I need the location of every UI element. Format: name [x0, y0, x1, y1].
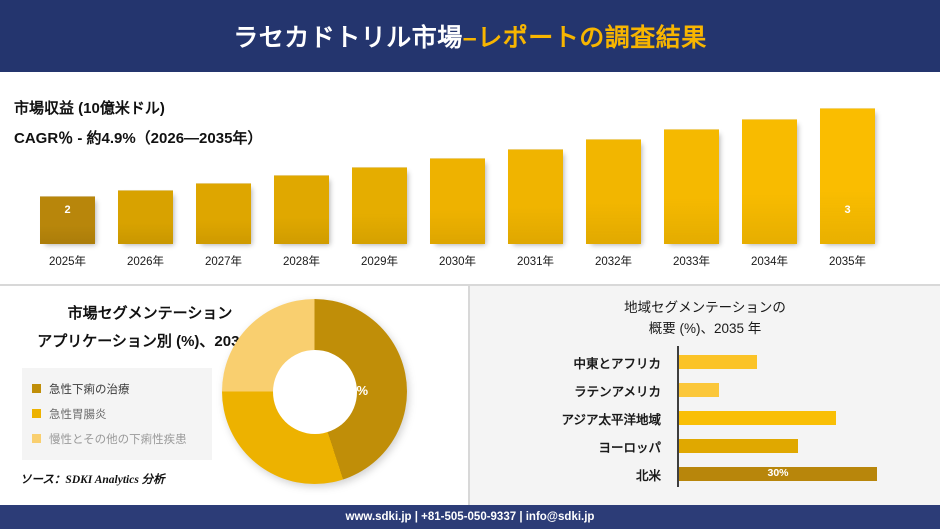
legend-swatch-icon	[32, 409, 41, 418]
bar-rect: 2	[40, 196, 95, 244]
regional-axis-line	[677, 346, 679, 487]
revenue-bar-2035: 3 2035年	[820, 108, 875, 268]
region-bar-rect	[679, 411, 836, 425]
bar-data-label: 2	[64, 204, 71, 216]
bar-category-label: 2025年	[48, 256, 87, 268]
region-label: アジア太平洋地域	[561, 412, 661, 427]
bar-category-label: 2030年	[438, 256, 477, 268]
revenue-axis-label: 市場収益 (10億米ドル)	[14, 100, 165, 117]
revenue-bar-2033: 2033年	[664, 129, 719, 268]
source-note: ソース：SDKI Analytics 分析	[20, 474, 165, 486]
page-title-accent: –レポートの調査結果	[462, 24, 707, 52]
revenue-bar-chart-panel: 市場収益 (10億米ドル) CAGR％ - 約4.9%（2026―2035年） …	[0, 72, 940, 284]
region-bar-track	[670, 432, 940, 460]
footer-contact: www.sdki.jp | +81-505-050-9337 | info@sd…	[345, 511, 595, 523]
donut-chart: 45%	[222, 299, 407, 484]
region-bar-track	[670, 404, 940, 432]
bar-rect	[430, 158, 485, 244]
legend-swatch-icon	[32, 434, 41, 443]
bar-rect	[118, 189, 173, 244]
bar-rect	[586, 139, 641, 244]
region-label: ラテンアメリカ	[574, 384, 661, 399]
donut-legend: 急性下痢の治療 急性胃腸炎慢性とその他の下痢性疾患	[22, 368, 212, 460]
revenue-bar-2030: 2030年	[430, 158, 485, 268]
region-label: 中東とアフリカ	[573, 356, 661, 371]
page-title: ラセカドトリル市場–レポートの調査結果	[233, 18, 706, 54]
bar-rect	[742, 119, 797, 244]
bar-data-label: 3	[844, 204, 851, 216]
application-segmentation-title: 市場セグメンテーション アプリケーション別 (%)、2035年	[0, 300, 300, 356]
region-row-0: 中東とアフリカ	[470, 348, 940, 376]
bar-category-label: 2031年	[516, 256, 555, 268]
regional-bars-container: 中東とアフリカ ラテンアメリカアジア太平洋地域ヨーロッパ北米 30%	[470, 346, 940, 494]
application-segmentation-panel: 市場セグメンテーション アプリケーション別 (%)、2035年 急性下痢の治療急…	[0, 286, 468, 505]
application-title-line2: アプリケーション別 (%)、2035年	[37, 333, 263, 350]
region-row-1: ラテンアメリカ	[470, 376, 940, 404]
application-title-line1: 市場セグメンテーション	[67, 305, 233, 322]
slide-header: ラセカドトリル市場–レポートの調査結果	[0, 0, 940, 72]
cagr-label: CAGR％ - 約4.9%（2026―2035年）	[14, 130, 263, 147]
revenue-bar-2027: 2027年	[196, 182, 251, 268]
revenue-bar-2026: 2026年	[118, 189, 173, 268]
legend-label: 急性胃腸炎	[49, 408, 107, 421]
bar-category-label: 2032年	[594, 256, 633, 268]
revenue-bar-2025: 2 2025年	[40, 196, 95, 268]
bar-rect	[274, 174, 329, 244]
revenue-bar-2032: 2032年	[586, 139, 641, 268]
bar-category-label: 2033年	[672, 256, 711, 268]
donut-hole	[272, 349, 357, 434]
legend-item: 急性胃腸炎	[32, 401, 202, 426]
page-title-main: ラセカドトリル市場	[233, 24, 463, 52]
revenue-bar-2029: 2029年	[352, 166, 407, 268]
donut-value-label: 45%	[342, 383, 369, 398]
legend-label: 慢性とその他の下痢性疾患	[49, 433, 187, 446]
region-bar-rect	[679, 383, 719, 397]
bar-category-label: 2034年	[750, 256, 789, 268]
legend-item: 急性下痢の治療	[32, 376, 202, 401]
revenue-bar-2034: 2034年	[742, 119, 797, 268]
regional-segmentation-title: 地域セグメンテーションの 概要 (%)、2035 年	[470, 297, 940, 339]
bar-category-label: 2035年	[828, 256, 867, 268]
region-row-2: アジア太平洋地域	[470, 404, 940, 432]
regional-title-line2: 概要 (%)、2035 年	[648, 321, 762, 336]
revenue-bar-2028: 2028年	[274, 174, 329, 268]
regional-title-line1: 地域セグメンテーションの	[624, 300, 786, 315]
legend-label: 急性下痢の治療	[49, 383, 130, 396]
bar-category-label: 2027年	[204, 256, 243, 268]
region-bar-track: 30%	[670, 460, 940, 488]
revenue-bar-2031: 2031年	[508, 149, 563, 268]
region-row-4: 北米 30%	[470, 460, 940, 488]
region-bar-rect	[679, 355, 757, 369]
bar-rect: 3	[820, 108, 875, 244]
bar-category-label: 2029年	[360, 256, 399, 268]
bar-category-label: 2028年	[282, 256, 321, 268]
legend-item: 慢性とその他の下痢性疾患	[32, 426, 202, 451]
region-bar-track	[670, 348, 940, 376]
legend-swatch-icon	[32, 384, 41, 393]
region-bar-rect	[679, 439, 798, 453]
region-bar-rect: 30%	[679, 467, 877, 481]
region-bar-track	[670, 376, 940, 404]
bar-rect	[664, 129, 719, 244]
bar-rect	[508, 149, 563, 244]
panel-divider-vertical	[468, 286, 470, 505]
bar-rect	[352, 166, 407, 244]
slide-footer: www.sdki.jp | +81-505-050-9337 | info@sd…	[0, 505, 940, 529]
regional-segmentation-panel: 地域セグメンテーションの 概要 (%)、2035 年 中東とアフリカ ラテンアメリ…	[470, 286, 940, 505]
bar-category-label: 2026年	[126, 256, 165, 268]
bar-rect	[196, 182, 251, 244]
region-label: ヨーロッパ	[598, 440, 661, 455]
region-label: 北米	[635, 468, 661, 483]
panel-divider-horizontal	[0, 284, 940, 286]
region-row-3: ヨーロッパ	[470, 432, 940, 460]
revenue-bars-container: 2 2025年 2026年 2027年 2028年 2029年 2030年 2031年 2032…	[0, 72, 940, 284]
region-data-label: 30%	[767, 467, 789, 479]
